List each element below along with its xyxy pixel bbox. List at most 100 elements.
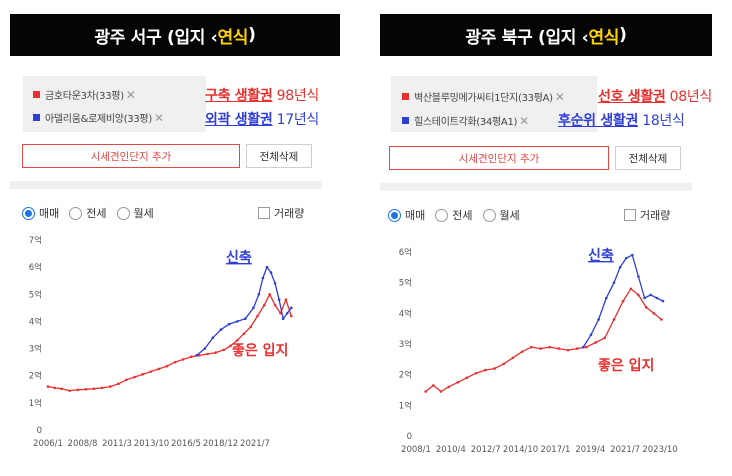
x-tick-label: 2019/4 <box>575 445 605 455</box>
new-build-label: 신축 <box>588 248 614 264</box>
data-point <box>643 296 646 300</box>
right-panel: 광주 북구 (입지 ‹ 연식) 벽산블루밍메가씨티1단지(33평A) ✕ 힐스테… <box>366 0 732 476</box>
data-point <box>261 276 265 280</box>
data-point <box>277 298 281 302</box>
y-tick-label: 6억 <box>29 262 42 273</box>
x-tick-label: 2023/10 <box>642 445 677 455</box>
y-tick-label: 2억 <box>29 371 42 382</box>
data-point <box>206 352 209 356</box>
radio-monthly[interactable]: 월세 <box>116 205 154 221</box>
x-tick-label: 2016/5 <box>171 439 201 449</box>
right-title-prefix: 광주 북구 (입지 ‹ <box>465 27 589 48</box>
left-price-chart: 0 1억 2억 3억 4억 5억 6억 7억 2006/1 2008/8 2011/3 2013/10… <box>29 235 293 449</box>
right-item-1-name: 벽산블루밍메가씨티1단지(33평A) <box>414 93 553 104</box>
volume-checkbox[interactable]: 거래량 <box>258 205 304 221</box>
data-point <box>133 375 136 379</box>
data-point <box>249 325 253 329</box>
right-anno-1: 선호 생활권 08년식 <box>598 89 713 105</box>
right-item-2: 힐스테이트각화(34평A1) ✕ <box>402 113 529 128</box>
volume-checkbox[interactable]: 거래량 <box>624 207 670 223</box>
x-tick-label: 2010/4 <box>436 445 466 455</box>
right-divider <box>380 183 692 191</box>
data-point <box>539 347 542 350</box>
radio-sale[interactable]: 매매 <box>388 207 425 223</box>
close-icon[interactable]: ✕ <box>153 110 164 125</box>
right-item-2-name: 힐스테이트각화(34평A1) <box>414 117 518 128</box>
data-point <box>655 296 659 300</box>
series-line-1 <box>425 288 662 393</box>
data-point <box>257 292 261 296</box>
data-point <box>603 336 607 340</box>
data-point <box>618 266 622 269</box>
data-point <box>629 287 633 291</box>
data-point <box>284 298 288 302</box>
data-point <box>244 317 247 321</box>
data-point <box>465 376 469 380</box>
data-point <box>289 314 293 318</box>
data-point <box>502 362 506 366</box>
x-tick-label: 2006/1 <box>33 439 63 449</box>
data-point <box>203 347 207 350</box>
y-tick-label: 3억 <box>399 339 412 350</box>
data-point <box>281 317 285 321</box>
data-point <box>219 328 223 331</box>
left-anno-1: 구축 생활권 98년식 <box>205 88 320 104</box>
data-point <box>631 253 634 257</box>
red-square-icon <box>33 91 40 98</box>
data-point <box>594 341 597 344</box>
y-tick-label: 6억 <box>399 247 412 258</box>
y-tick-label: 1억 <box>399 400 412 411</box>
good-location-label: 좋은 입지 <box>232 343 288 359</box>
data-point <box>660 318 663 321</box>
right-item-1: 벽산블루밍메가씨티1단지(33평A) ✕ <box>402 89 565 104</box>
close-icon[interactable]: ✕ <box>519 113 529 128</box>
right-anno-2: 후순위 생활권 18년식 <box>558 113 685 129</box>
data-point <box>612 318 616 321</box>
left-title-suffix: ) <box>248 25 256 45</box>
data-point <box>597 318 600 321</box>
add-reference-complex-button[interactable]: 시세견인단지 추가 <box>389 146 609 170</box>
close-icon[interactable]: ✕ <box>125 87 136 102</box>
y-tick-label: 2억 <box>399 370 412 381</box>
radio-off-icon <box>435 208 449 222</box>
y-tick-label: 1억 <box>29 398 42 409</box>
data-point <box>285 311 289 315</box>
left-trade-type-radios: 매매 전세 월세 <box>22 205 164 221</box>
data-point <box>279 311 282 315</box>
radio-jeonse[interactable]: 전세 <box>435 207 473 223</box>
delete-all-button[interactable]: 전체삭제 <box>615 146 681 170</box>
add-reference-complex-button[interactable]: 시세견인단지 추가 <box>22 144 240 168</box>
radio-monthly[interactable]: 월세 <box>482 207 520 223</box>
data-point <box>60 387 63 391</box>
data-point <box>68 389 71 392</box>
x-tick-label: 2021/7 <box>610 445 640 455</box>
radio-jeonse[interactable]: 전세 <box>69 205 107 221</box>
y-tick-label: 4억 <box>29 316 42 327</box>
close-icon[interactable]: ✕ <box>554 89 565 104</box>
blue-square-icon <box>33 114 40 121</box>
data-point <box>273 303 277 307</box>
checkbox-icon <box>624 209 636 221</box>
data-point <box>637 275 640 278</box>
data-point <box>222 348 226 352</box>
data-point <box>198 354 201 357</box>
data-point <box>511 356 515 360</box>
data-point <box>252 306 255 310</box>
x-tick-label: 2013/10 <box>134 439 169 449</box>
checkbox-icon <box>258 207 270 219</box>
radio-sale[interactable]: 매매 <box>22 205 59 221</box>
data-point <box>229 344 232 348</box>
data-point <box>157 367 161 371</box>
right-title-highlight: 연식 <box>588 27 620 48</box>
y-tick-label: 4억 <box>399 308 412 319</box>
data-point <box>474 371 478 375</box>
left-item-2: 아델리움&로제비앙(33평) ✕ <box>33 110 164 125</box>
data-point <box>100 386 104 390</box>
data-point <box>242 332 246 335</box>
data-point <box>108 385 112 388</box>
data-point <box>211 336 215 340</box>
radio-on-icon <box>388 208 401 222</box>
data-point <box>116 382 120 386</box>
delete-all-button[interactable]: 전체삭제 <box>246 144 312 168</box>
